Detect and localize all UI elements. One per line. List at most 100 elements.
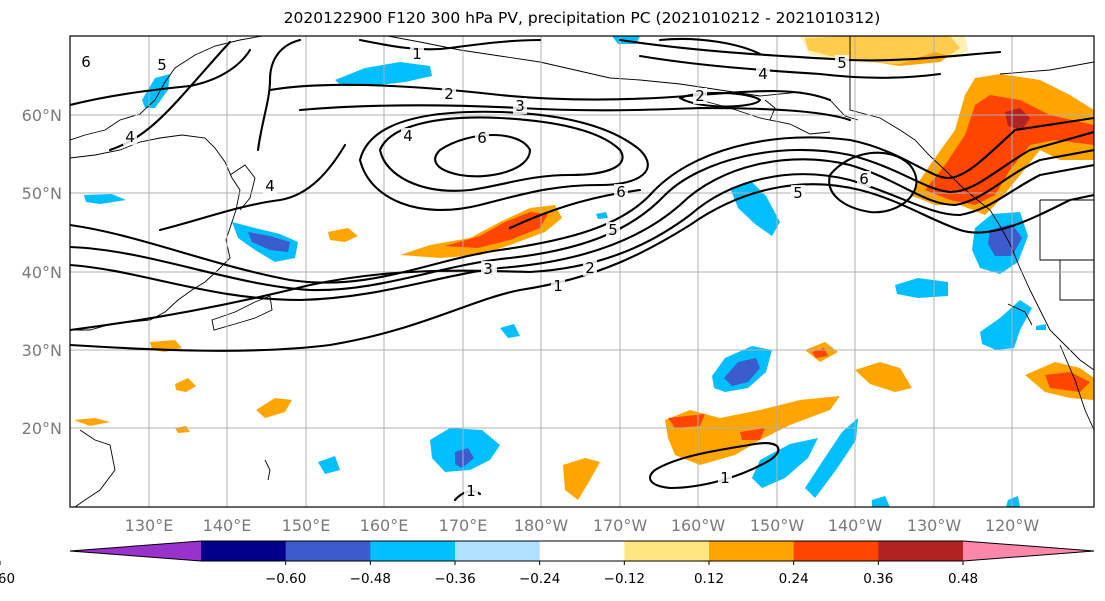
precip-cool-streak-a — [752, 438, 818, 488]
precip-blue-bc-coast — [988, 224, 1022, 256]
map-content — [70, 36, 1094, 507]
precip-cool-sw-b — [318, 456, 340, 474]
colorbar-outline — [69, 540, 1095, 562]
pv-contour-1-south — [649, 442, 780, 490]
contour-label-bg — [263, 178, 277, 194]
pv-contour-ridge-a — [358, 110, 649, 212]
precip-cool-sw-c — [500, 324, 520, 338]
contour-label-bg — [791, 185, 805, 201]
pv-contour-3-north — [298, 104, 852, 122]
contour-label-bg — [401, 128, 415, 144]
lon-label-130e: 130°E — [125, 516, 174, 535]
contour-label: 6 — [81, 53, 91, 71]
lon-label-120w: 120°W — [985, 516, 1040, 535]
precip-cool-aleutian-south — [730, 182, 780, 236]
colorbar-tick-label: −0.36 — [434, 571, 475, 587]
contour-label: 2 — [585, 259, 595, 277]
precip-warm-japan-east — [328, 228, 358, 242]
precip-red-hawaii-small — [740, 428, 765, 440]
colorbar-segment — [878, 541, 964, 561]
contour-label: 6 — [477, 129, 487, 147]
colorbar-tick-label: −0.12 — [604, 571, 645, 587]
precip-warm-south-blob — [563, 458, 600, 500]
precip-positive-anomalies — [74, 36, 1094, 500]
coastlines — [70, 36, 1094, 507]
pv-contour-inner-6b — [828, 151, 918, 214]
lon-label-170w: 170°W — [593, 516, 648, 535]
precip-blue-sw-a — [455, 448, 474, 468]
contour-label: 1 — [720, 469, 730, 487]
lat-label-60n: 60°N — [22, 106, 62, 125]
colorbar-segment — [709, 541, 795, 561]
contour-label-bg — [123, 129, 137, 145]
contour-label-bg — [155, 57, 169, 73]
colorbar-tick-labels: −0.60 −0.48 −0.36 −0.24 −0.12 0.12 0.24 0.36 0.4… — [0, 561, 978, 587]
latitude-labels: 60°N 50°N 40°N 30°N 20°N — [22, 106, 62, 438]
colorbar-segment — [539, 541, 625, 561]
lon-label-140w: 140°W — [828, 516, 883, 535]
contour-label-bg — [756, 66, 770, 82]
precip-warm-west-a — [256, 398, 292, 418]
pv-contour-1-top — [358, 38, 542, 51]
contour-label-bg — [410, 46, 424, 62]
contour-label-bg — [481, 261, 495, 277]
map-title: 2020122900 F120 300 hPa PV, precipitatio… — [283, 9, 881, 27]
pv-contour-2-north — [268, 83, 832, 102]
contour-label: 6 — [616, 183, 626, 201]
precip-cool-bc-small — [1036, 324, 1046, 330]
contour-label-bg — [551, 278, 565, 294]
lon-label-180w: 180°W — [514, 516, 569, 535]
colorbar-segment — [455, 541, 541, 561]
precip-cool-sw-d — [596, 212, 608, 219]
precip-red-hawaii-band — [668, 414, 705, 428]
longitude-labels: 130°E 140°E 150°E 160°E 170°E 180°W 170°… — [125, 516, 1040, 535]
contour-label: 4 — [758, 65, 768, 83]
precip-warm-west-d — [74, 418, 110, 426]
pv-contours — [70, 37, 1094, 502]
colorbar-segment — [201, 541, 287, 561]
contour-label-bg — [79, 54, 93, 70]
colorbar-segment — [285, 541, 371, 561]
contour-label: 4 — [265, 177, 275, 195]
pv-contour-5-jet — [70, 116, 1094, 284]
pv-contour-west-c — [256, 38, 302, 152]
colorbar-tick-label: 0.36 — [863, 571, 893, 587]
pv-contour-3-jet — [70, 148, 1094, 302]
colorbar-tick-label: 0.24 — [779, 571, 809, 587]
lat-label-40n: 40°N — [22, 263, 62, 282]
contour-label: 1 — [412, 45, 422, 63]
contour-label-bg — [475, 130, 489, 146]
contour-label: 2 — [695, 87, 705, 105]
colorbar-segment — [793, 541, 879, 561]
contour-label: 4 — [125, 128, 135, 146]
contour-label-layer: 1234564562456543211146 — [79, 45, 871, 500]
contour-label: 1 — [466, 482, 476, 500]
colorbar-tick-label: −0.60 — [265, 571, 306, 587]
precip-cool-bottom-b — [1006, 496, 1020, 507]
pv-contour-2-jet — [70, 163, 1094, 332]
precip-navy-japan — [248, 232, 290, 252]
contour-label: 5 — [837, 54, 847, 72]
contour-label-bg — [606, 222, 620, 238]
contour-label: 5 — [608, 221, 618, 239]
precip-darkred-nw-america — [1005, 108, 1030, 130]
contour-label-bg — [583, 260, 597, 276]
pv-contour-3-top — [658, 37, 762, 56]
precip-warm-west-b — [175, 378, 196, 392]
colorbar-tick-label: 0.48 — [948, 571, 978, 587]
precip-cool-bottom-a — [872, 496, 890, 507]
contour-label: 3 — [483, 260, 493, 278]
colorbar-tick-label: −0.48 — [350, 571, 391, 587]
lat-label-30n: 30°N — [22, 341, 62, 360]
colorbar-tick-label: 0.12 — [694, 571, 724, 587]
lon-label-160w: 160°W — [671, 516, 726, 535]
colorbar-extend-high — [963, 541, 1094, 561]
precip-cool-mid-a — [895, 278, 948, 298]
lon-label-130w: 130°W — [907, 516, 962, 535]
lon-label-150w: 150°W — [750, 516, 805, 535]
pv-contour-4-north — [638, 54, 942, 79]
precip-cool-hokkaido-small — [84, 194, 126, 204]
contour-label: 5 — [793, 184, 803, 202]
lon-label-170e: 170°E — [439, 516, 488, 535]
